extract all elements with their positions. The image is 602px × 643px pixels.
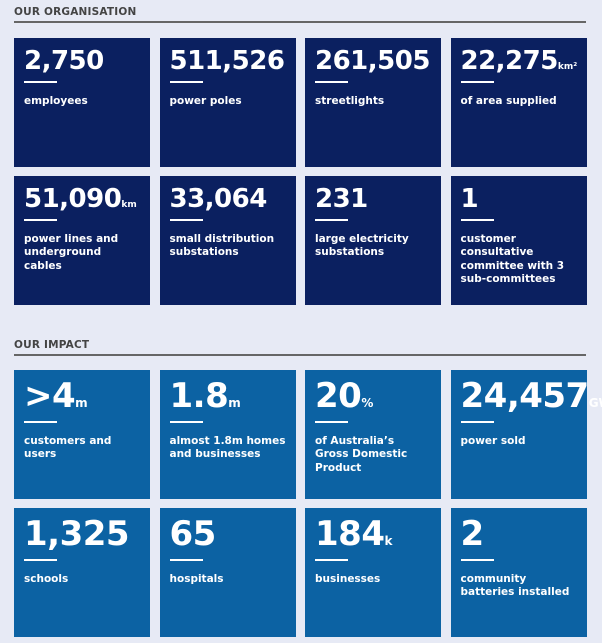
stat-label: small distribution substations: [169, 232, 275, 259]
stat-value: 51,090km: [24, 184, 140, 214]
stat-label: power lines and underground cables: [24, 232, 119, 272]
divider: [169, 421, 203, 423]
stat-tile: 22,275km² of area supplied: [450, 38, 587, 167]
stat-tile: 1.8m almost 1.8m homes and businesses: [159, 370, 296, 499]
divider: [315, 421, 348, 423]
stat-label: power sold: [460, 434, 526, 447]
divider: [169, 219, 203, 221]
stat-unit: km: [121, 200, 137, 210]
stat-tile: 184k businesses: [305, 508, 441, 637]
stat-tile: 51,090km power lines and underground cabl…: [14, 176, 150, 305]
divider: [24, 421, 57, 423]
stat-label: schools: [24, 572, 69, 585]
stat-number: 20: [315, 376, 362, 416]
stat-value: 511,526: [170, 46, 286, 76]
stat-value: 65: [170, 514, 286, 554]
stat-number: 2: [460, 514, 485, 554]
stat-value: 231: [315, 184, 431, 214]
stat-tile: 1 customer consultative committee with 3 …: [450, 176, 587, 305]
divider: [315, 219, 348, 221]
stat-number: 261,505: [315, 46, 430, 76]
stat-tile: 231 large electricity substations: [305, 176, 441, 305]
divider: [24, 219, 57, 221]
stat-number: 33,064: [169, 184, 268, 214]
stat-value: 184k: [315, 514, 431, 554]
stat-label: almost 1.8m homes and businesses: [169, 434, 286, 461]
stat-tile: 511,526 power poles: [159, 38, 296, 167]
stat-number: 511,526: [169, 46, 285, 76]
divider: [460, 421, 494, 423]
stat-value: 2: [461, 514, 577, 554]
stat-value: 2,750: [24, 46, 140, 76]
section-title-organisation: OUR ORGANISATION: [14, 6, 586, 23]
stat-number: 22,275: [460, 46, 559, 76]
divider: [460, 559, 494, 561]
divider: [24, 81, 57, 83]
stat-label: community batteries installed: [460, 572, 570, 599]
divider: [169, 81, 203, 83]
stat-number: 1: [460, 184, 479, 214]
divider: [24, 559, 57, 561]
stat-tile: 261,505 streetlights: [305, 38, 441, 167]
stat-value: 261,505: [315, 46, 431, 76]
stat-label: employees: [24, 94, 88, 107]
stat-label: of Australia’s Gross Domestic Product: [315, 434, 408, 474]
stat-number: >4: [24, 376, 76, 416]
stat-tile: 33,064 small distribution substations: [159, 176, 296, 305]
stat-value: 1.8m: [170, 376, 286, 416]
organisation-grid: 2,750 employees 511,526 power poles 261,505 s…: [14, 38, 587, 305]
stat-value: 33,064: [170, 184, 286, 214]
stat-unit: km²: [557, 62, 578, 72]
stat-number: 24,457: [460, 376, 590, 416]
stat-number: 65: [169, 514, 217, 554]
impact-grid: >4m customers and users 1.8m almost 1.8m ho…: [14, 370, 602, 637]
divider: [460, 219, 494, 221]
stat-unit: m: [75, 396, 88, 410]
stat-number: 1,325: [24, 514, 130, 554]
stat-tile: 20% of Australia’s Gross Domestic Product: [305, 370, 441, 499]
stat-number: 184: [315, 514, 385, 554]
stat-unit: GWh: [588, 396, 602, 410]
stat-label: hospitals: [169, 572, 224, 585]
divider: [169, 559, 203, 561]
stat-tile: 2 community batteries installed: [450, 508, 587, 637]
stat-label: customers and users: [24, 434, 112, 461]
stat-value: 1,325: [24, 514, 140, 554]
stat-number: 2,750: [24, 46, 104, 76]
stat-tile: 1,325 schools: [14, 508, 150, 637]
stat-number: 231: [315, 184, 368, 214]
stat-unit: k: [384, 534, 393, 548]
stat-value: 24,457GWh: [461, 376, 602, 416]
stat-value: 1: [461, 184, 577, 214]
section-title-impact: OUR IMPACT: [14, 339, 586, 356]
stat-tile: 2,750 employees: [14, 38, 150, 167]
divider: [315, 559, 348, 561]
stat-value: >4m: [24, 376, 140, 416]
divider: [315, 81, 348, 83]
stat-value: 22,275km²: [460, 46, 578, 76]
stat-tile: 24,457GWh power sold: [450, 370, 602, 499]
stat-label: power poles: [169, 94, 242, 107]
stat-value: 20%: [315, 376, 431, 416]
stat-label: streetlights: [315, 94, 385, 107]
divider: [460, 81, 494, 83]
stat-unit: m: [228, 396, 241, 410]
stat-label: of area supplied: [460, 94, 557, 107]
stat-unit: %: [361, 396, 374, 410]
stat-number: 51,090: [24, 184, 122, 214]
stat-tile: >4m customers and users: [14, 370, 150, 499]
stat-label: large electricity substations: [315, 232, 409, 259]
stat-tile: 65 hospitals: [159, 508, 296, 637]
stat-label: customer consultative committee with 3 s…: [460, 232, 565, 286]
stat-label: businesses: [315, 572, 381, 585]
stat-number: 1.8: [169, 376, 229, 416]
